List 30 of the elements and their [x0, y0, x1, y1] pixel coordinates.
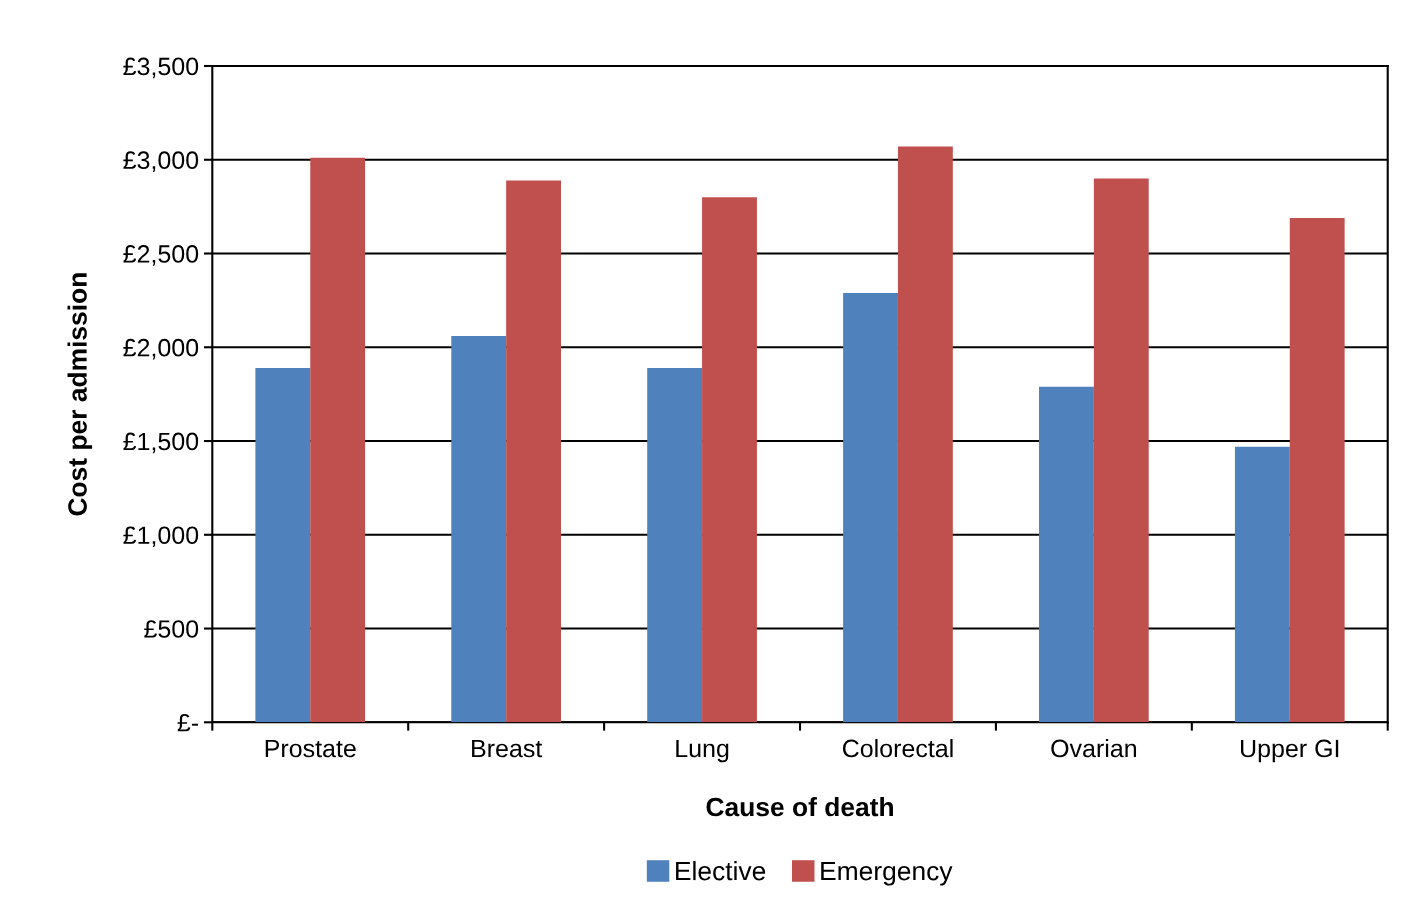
bar [843, 292, 898, 723]
y-tick-label: £1,000 [123, 526, 199, 548]
legend-label: Emergency [821, 861, 953, 886]
y-tick-label: £- [177, 713, 198, 732]
x-tick-label: Ovarian [1051, 738, 1137, 758]
x-tick-label: Prostate [265, 739, 356, 758]
x-tick-label: Lung [676, 739, 729, 763]
legend-label: Elective [676, 860, 766, 881]
bar [1234, 446, 1290, 723]
y-tick-label: £500 [144, 620, 199, 638]
y-tick-label: £3,000 [123, 151, 199, 173]
x-tick-label: Breast [472, 739, 543, 758]
y-tick-label: £2,000 [123, 338, 199, 360]
y-tick-label: £3,500 [123, 57, 199, 79]
bar [1289, 217, 1345, 723]
bar [702, 197, 757, 723]
bar [255, 367, 311, 723]
bar [897, 146, 953, 723]
bar [451, 336, 507, 723]
y-axis-title: Cost per admission [67, 273, 93, 516]
y-tick-label: £2,500 [123, 245, 199, 266]
bar [310, 157, 366, 723]
y-tick-label: £1,500 [123, 432, 199, 454]
x-tick-label: Colorectal [842, 738, 953, 758]
bar [506, 180, 562, 723]
x-tick-label: Upper GI [1240, 739, 1339, 763]
bar [647, 367, 703, 723]
bar [1093, 178, 1149, 723]
x-axis-title: Cause of death [706, 796, 893, 817]
bar [1039, 386, 1094, 723]
